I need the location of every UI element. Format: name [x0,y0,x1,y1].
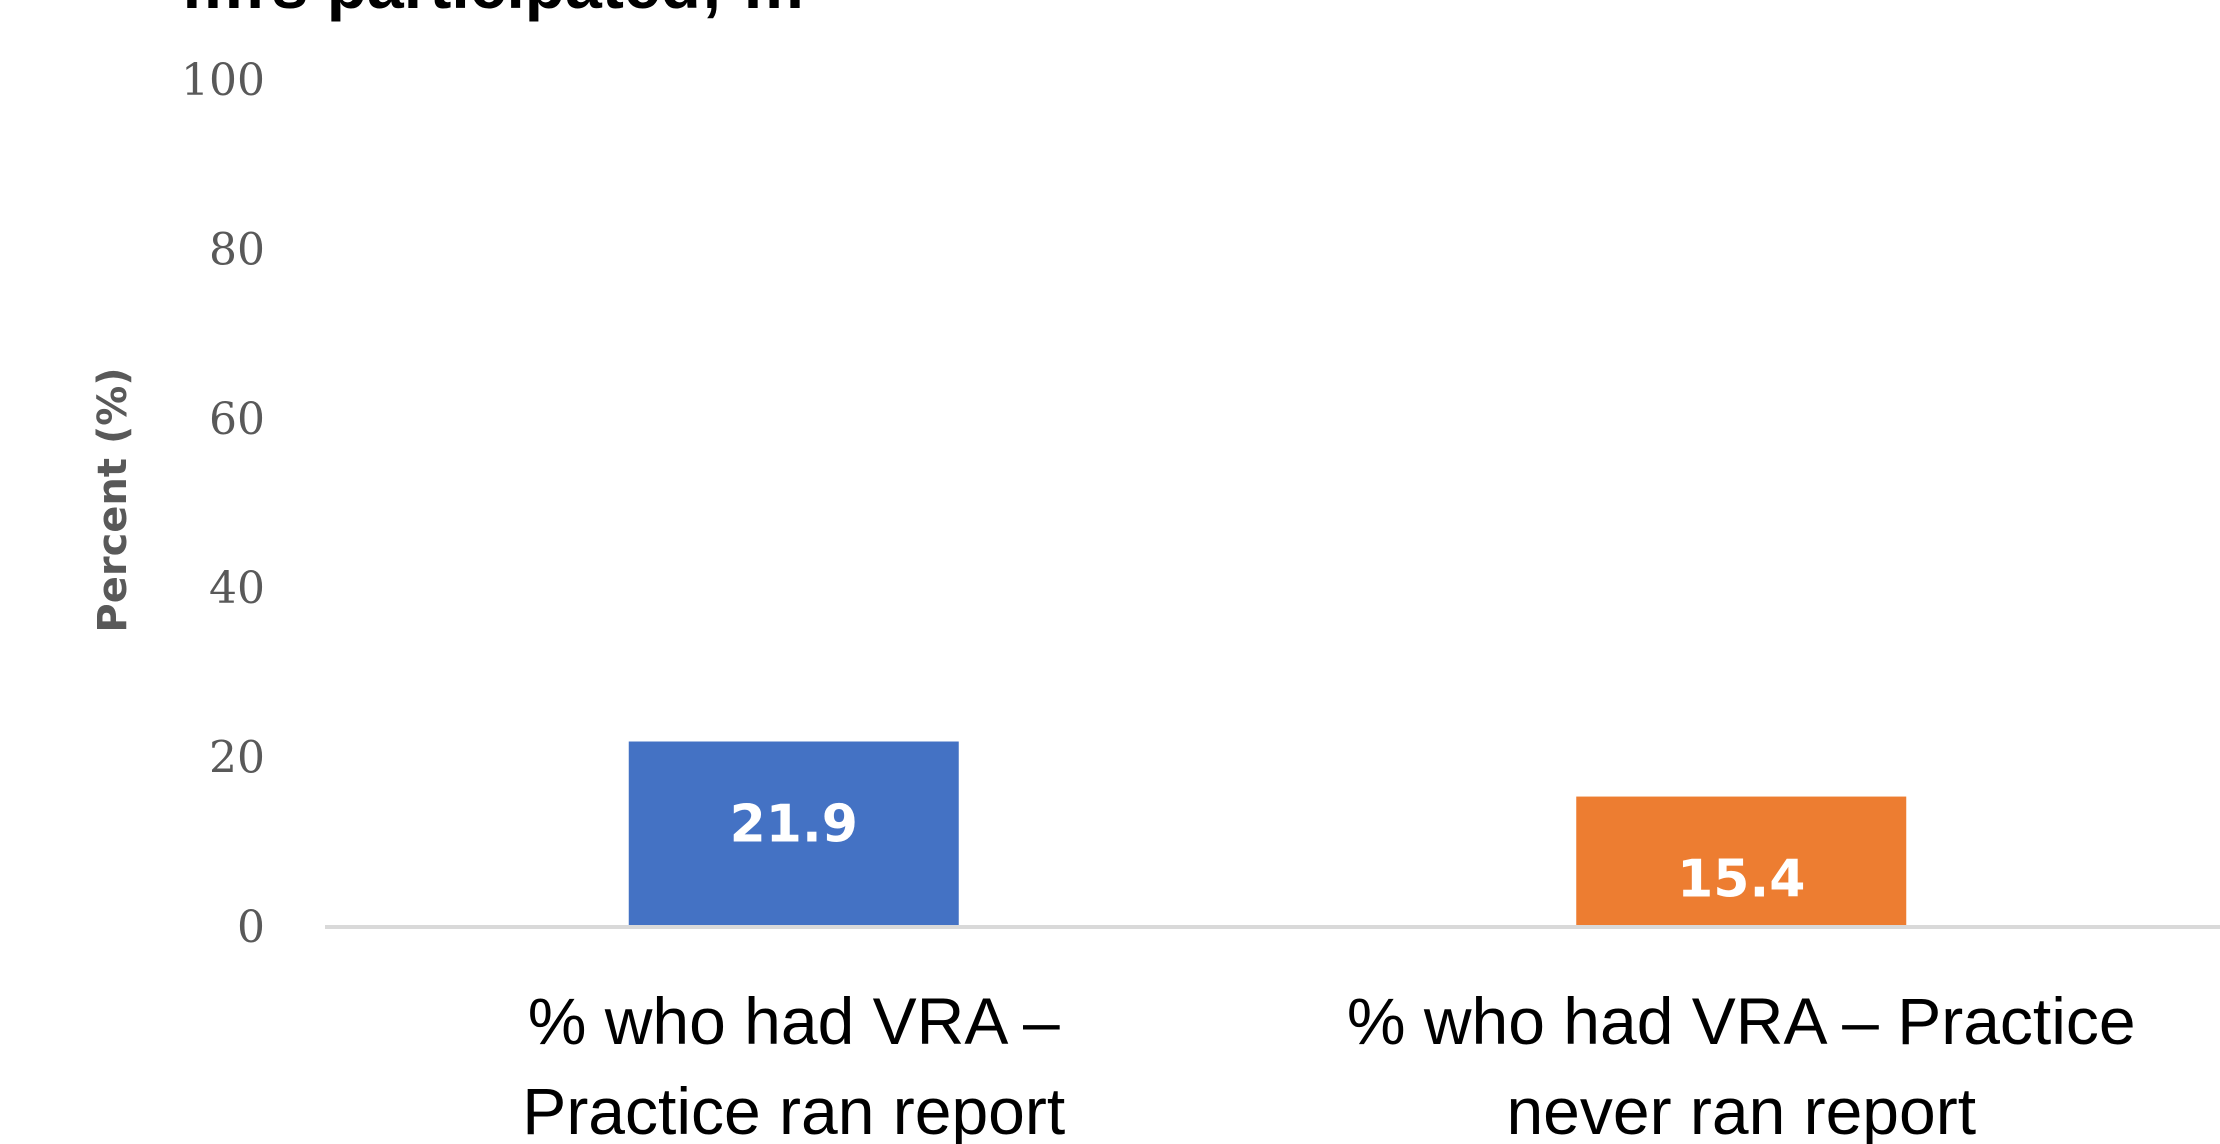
category-label: % who had VRA – Practice [1347,984,2136,1058]
bar [628,741,959,925]
y-tick-label: 40 [209,563,265,614]
y-tick-label: 100 [181,55,265,106]
y-tick-label: 60 [209,394,265,445]
chart-title-fragment: …rs participated; … [180,0,807,22]
category-labels: % who had VRA – Practice ran report % who … [522,984,2135,1144]
bar-data-label: 21.9 [730,795,858,855]
y-axis-label: Percent (%) [90,367,136,632]
category-label: Practice ran report [522,1074,1065,1144]
category-label: never ran report [1506,1074,1976,1144]
y-tick-label: 20 [209,733,265,784]
y-axis-ticks: 0 20 40 60 80 100 [181,55,265,953]
bar-data-label: 15.4 [1677,850,1805,910]
y-tick-label: 80 [209,224,265,275]
y-tick-label: 0 [237,902,265,953]
category-label: % who had VRA – [528,984,1060,1058]
bars: 21.9 15.4 [628,741,1907,925]
bar [1576,796,1907,925]
